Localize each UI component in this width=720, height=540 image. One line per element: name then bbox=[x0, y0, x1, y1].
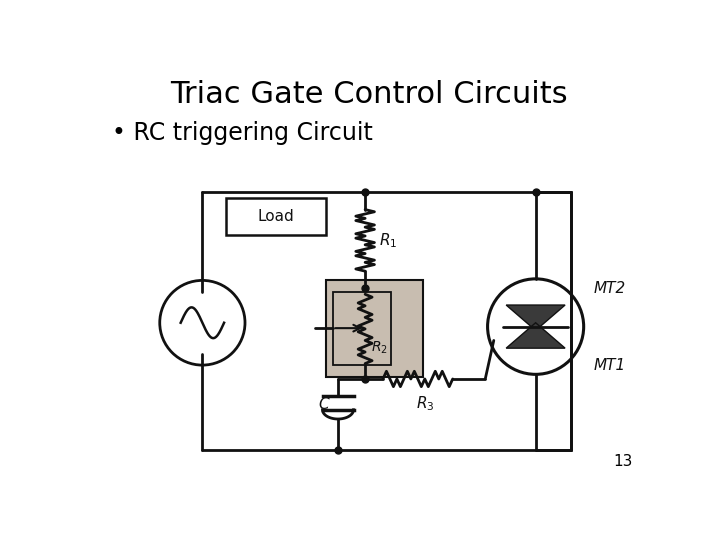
Bar bbox=[333, 292, 391, 365]
Bar bbox=[326, 280, 423, 377]
Text: MT1: MT1 bbox=[594, 357, 626, 373]
Text: $R_3$: $R_3$ bbox=[415, 394, 434, 413]
Text: 13: 13 bbox=[613, 454, 632, 469]
Text: MT2: MT2 bbox=[594, 281, 626, 295]
Bar bbox=[225, 198, 326, 235]
Polygon shape bbox=[506, 305, 565, 330]
Text: • RC triggering Circuit: • RC triggering Circuit bbox=[112, 120, 372, 145]
Text: Triac Gate Control Circuits: Triac Gate Control Circuits bbox=[170, 79, 568, 109]
Polygon shape bbox=[506, 323, 565, 348]
Text: $R_2$: $R_2$ bbox=[372, 340, 388, 356]
Text: Load: Load bbox=[258, 209, 294, 224]
Text: $C$: $C$ bbox=[318, 396, 330, 411]
Text: $R_1$: $R_1$ bbox=[379, 231, 397, 249]
